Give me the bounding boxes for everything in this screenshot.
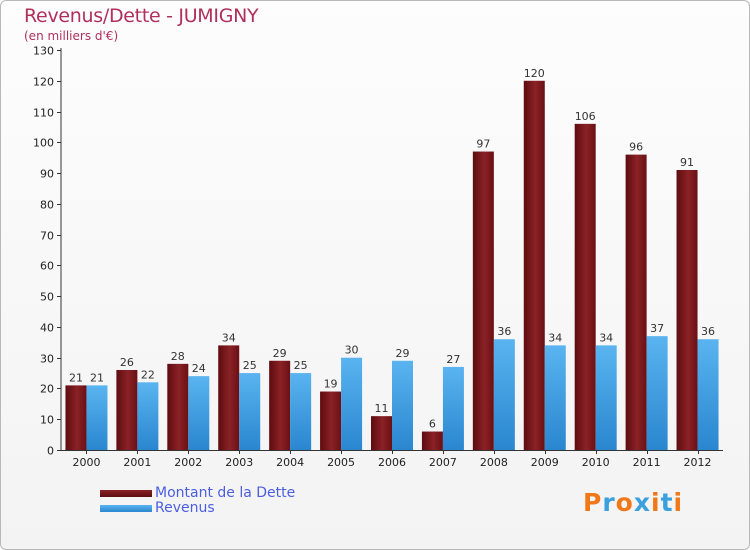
y-tick-label: 120: [33, 76, 54, 89]
legend-label-debt: Montant de la Dette: [155, 485, 296, 501]
data-label-debt: 19: [324, 378, 338, 391]
bar-revenue: [493, 339, 515, 450]
x-tick-label: 2009: [531, 456, 559, 469]
x-tick-label: 2007: [429, 456, 457, 469]
bar-debt: [167, 363, 189, 450]
x-tick-label: 2008: [480, 456, 508, 469]
y-tick-label: 30: [40, 353, 54, 366]
data-label-revenue: 21: [90, 371, 104, 384]
bar-debt: [421, 431, 443, 450]
data-label-debt: 97: [476, 138, 490, 151]
y-tick-label: 0: [47, 445, 54, 458]
data-label-debt: 96: [629, 141, 643, 154]
chart-subtitle: (en milliers d'€): [24, 29, 119, 43]
bar-debt: [116, 370, 138, 450]
logo-letter: P: [583, 488, 603, 517]
x-tick-label: 2003: [225, 456, 253, 469]
data-label-revenue: 34: [548, 331, 562, 344]
x-tick-label: 2011: [633, 456, 661, 469]
logo-letter: x: [633, 488, 651, 517]
data-label-revenue: 27: [446, 353, 460, 366]
bar-revenue: [290, 373, 312, 450]
bar-debt: [676, 170, 698, 450]
legend-label-revenue: Revenus: [155, 500, 215, 516]
bar-revenue: [646, 336, 668, 450]
data-label-debt: 120: [524, 67, 545, 80]
bar-revenue: [137, 382, 159, 450]
bar-revenue: [544, 345, 566, 450]
data-label-debt: 91: [680, 156, 694, 169]
data-label-revenue: 30: [345, 344, 359, 357]
bar-revenue: [188, 376, 210, 450]
x-tick-label: 2010: [582, 456, 610, 469]
data-label-debt: 6: [429, 418, 436, 431]
y-tick-label: 70: [40, 230, 54, 243]
y-tick-label: 50: [40, 291, 54, 304]
data-label-debt: 26: [120, 356, 134, 369]
data-label-debt: 106: [575, 110, 596, 123]
bar-debt: [269, 360, 291, 450]
x-tick-label: 2004: [276, 456, 304, 469]
data-label-debt: 28: [171, 350, 185, 363]
bar-debt: [625, 154, 647, 450]
logo-letter: i: [651, 488, 661, 517]
y-tick-label: 100: [33, 137, 54, 150]
proxiti-logo: Proxiti: [583, 488, 683, 517]
y-tick-label: 60: [40, 260, 54, 273]
data-label-revenue: 29: [396, 347, 410, 360]
data-label-debt: 29: [273, 347, 287, 360]
bar-revenue: [442, 366, 464, 450]
bar-revenue: [341, 357, 363, 450]
y-tick-label: 90: [40, 168, 54, 181]
data-label-revenue: 34: [599, 331, 613, 344]
legend-swatch-revenue: [100, 505, 152, 512]
y-tick-label: 80: [40, 199, 54, 212]
data-label-revenue: 25: [294, 359, 308, 372]
data-label-revenue: 25: [243, 359, 257, 372]
bar-debt: [65, 385, 87, 450]
bar-revenue: [595, 345, 617, 450]
logo-letter: o: [615, 488, 634, 517]
logo-letter: t: [660, 488, 674, 517]
bar-debt: [472, 151, 494, 451]
y-tick-label: 110: [33, 107, 54, 120]
data-label-debt: 34: [222, 331, 236, 344]
x-tick-label: 2006: [378, 456, 406, 469]
y-tick-label: 10: [40, 414, 54, 427]
data-label-revenue: 22: [141, 368, 155, 381]
bar-debt: [320, 391, 342, 450]
y-tick-label: 40: [40, 322, 54, 335]
bar-debt: [574, 123, 596, 450]
bar-debt: [371, 416, 392, 450]
x-tick-label: 2000: [72, 456, 100, 469]
bar-revenue: [697, 339, 719, 450]
data-label-revenue: 37: [650, 322, 664, 335]
x-tick-label: 2001: [123, 456, 151, 469]
x-tick-label: 2002: [174, 456, 202, 469]
bar-debt: [523, 80, 545, 451]
data-label-revenue: 36: [701, 325, 715, 338]
y-tick-label: 130: [33, 45, 54, 58]
logo-letter: i: [673, 488, 684, 517]
bar-revenue: [86, 385, 108, 450]
legend-swatch-debt: [100, 490, 152, 497]
x-tick-label: 2005: [327, 456, 355, 469]
bar-debt: [218, 345, 240, 450]
data-label-debt: 21: [69, 371, 83, 384]
data-label-revenue: 24: [192, 362, 206, 375]
bar-revenue: [392, 360, 413, 450]
chart-title: Revenus/Dette - JUMIGNY: [24, 5, 259, 27]
y-tick-label: 20: [40, 383, 54, 396]
data-label-revenue: 36: [497, 325, 511, 338]
x-tick-label: 2012: [684, 456, 712, 469]
bar-revenue: [239, 373, 261, 450]
data-label-debt: 11: [375, 402, 389, 415]
logo-letter: r: [602, 488, 616, 517]
